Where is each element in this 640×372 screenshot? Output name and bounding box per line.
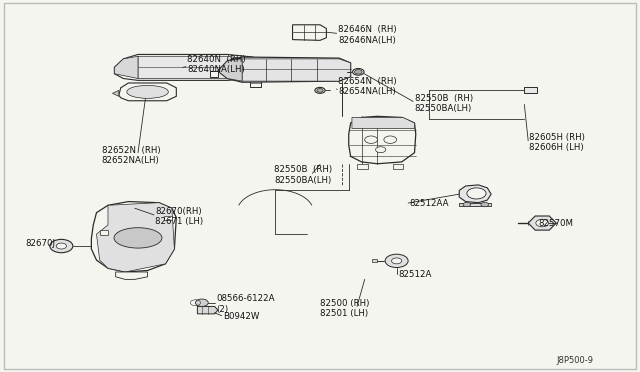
Polygon shape xyxy=(51,244,57,249)
Text: 82670(RH)
82671 (LH): 82670(RH) 82671 (LH) xyxy=(156,207,204,226)
Polygon shape xyxy=(349,116,416,164)
Circle shape xyxy=(385,254,408,267)
Polygon shape xyxy=(253,60,261,78)
Polygon shape xyxy=(524,87,537,93)
Text: 82605H (RH)
82606H (LH): 82605H (RH) 82606H (LH) xyxy=(529,132,586,152)
Text: 82654N  (RH)
82654NA(LH): 82654N (RH) 82654NA(LH) xyxy=(338,77,397,96)
Circle shape xyxy=(463,202,470,207)
Text: 82652N  (RH)
82652NA(LH): 82652N (RH) 82652NA(LH) xyxy=(102,146,160,165)
Text: 82512AA: 82512AA xyxy=(410,199,449,208)
Polygon shape xyxy=(115,56,138,78)
Ellipse shape xyxy=(353,68,364,75)
Polygon shape xyxy=(218,57,351,82)
Polygon shape xyxy=(242,59,351,81)
Text: J8P500-9: J8P500-9 xyxy=(556,356,593,365)
Polygon shape xyxy=(164,216,172,220)
Circle shape xyxy=(56,243,67,249)
Polygon shape xyxy=(116,272,148,279)
Circle shape xyxy=(481,202,488,207)
Circle shape xyxy=(467,188,486,199)
Text: 82550B  (RH)
82550BA(LH): 82550B (RH) 82550BA(LH) xyxy=(415,94,472,113)
Polygon shape xyxy=(100,231,108,235)
Circle shape xyxy=(50,239,73,253)
Text: 82670J: 82670J xyxy=(25,239,55,248)
Polygon shape xyxy=(357,164,368,169)
Polygon shape xyxy=(292,25,326,40)
Circle shape xyxy=(355,70,362,74)
Polygon shape xyxy=(218,59,242,81)
Polygon shape xyxy=(113,90,119,96)
Polygon shape xyxy=(352,118,415,129)
Text: 82640N  (RH)
82640NA(LH): 82640N (RH) 82640NA(LH) xyxy=(187,55,246,74)
Text: 82550B  (RH)
82550BA(LH): 82550B (RH) 82550BA(LH) xyxy=(274,165,332,185)
Polygon shape xyxy=(372,259,378,262)
Polygon shape xyxy=(119,83,176,101)
Text: 82570M: 82570M xyxy=(538,219,573,228)
Polygon shape xyxy=(210,71,218,77)
Polygon shape xyxy=(460,203,491,206)
Polygon shape xyxy=(250,80,261,87)
Ellipse shape xyxy=(127,86,168,98)
Polygon shape xyxy=(97,203,174,272)
Circle shape xyxy=(317,89,323,92)
Polygon shape xyxy=(528,216,556,230)
Circle shape xyxy=(384,136,397,143)
Circle shape xyxy=(365,136,378,143)
Ellipse shape xyxy=(114,228,162,248)
Polygon shape xyxy=(460,185,491,203)
Polygon shape xyxy=(115,54,261,80)
Circle shape xyxy=(376,147,386,153)
Circle shape xyxy=(392,258,402,264)
Ellipse shape xyxy=(315,87,325,93)
Circle shape xyxy=(536,219,548,227)
Polygon shape xyxy=(138,56,253,78)
Text: 08566-6122A
(2): 08566-6122A (2) xyxy=(216,294,275,314)
Text: 82646N  (RH)
82646NA(LH): 82646N (RH) 82646NA(LH) xyxy=(338,25,397,45)
Text: B0942W: B0942W xyxy=(223,312,259,321)
Polygon shape xyxy=(394,164,403,169)
Polygon shape xyxy=(92,202,176,272)
Polygon shape xyxy=(197,307,218,314)
Text: 82500 (RH)
82501 (LH): 82500 (RH) 82501 (LH) xyxy=(320,299,369,318)
Text: 82512A: 82512A xyxy=(398,270,431,279)
Circle shape xyxy=(195,299,208,307)
